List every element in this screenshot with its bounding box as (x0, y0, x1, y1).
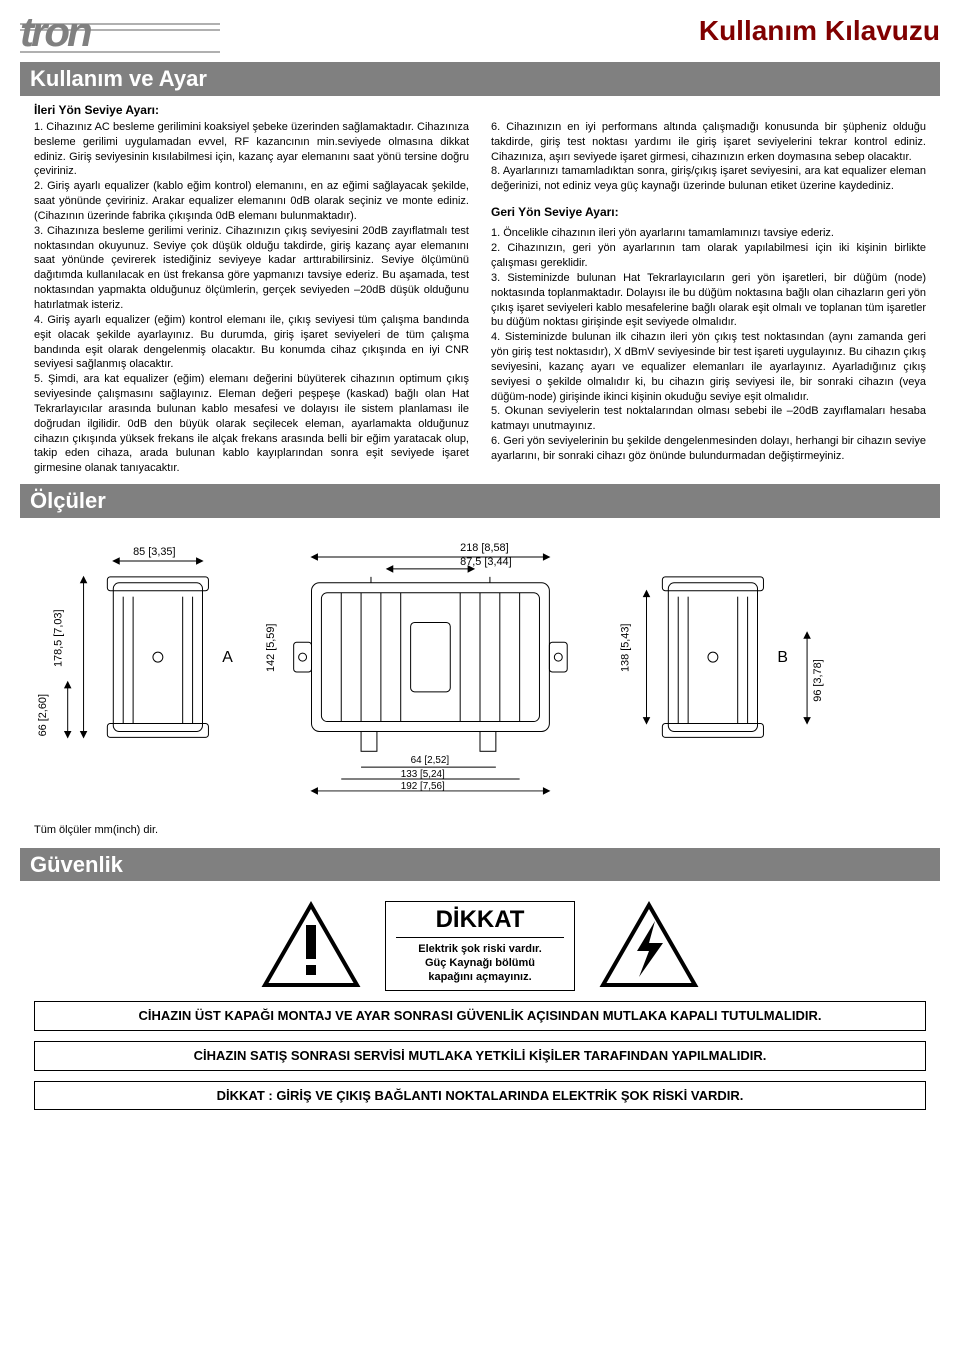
section-safety-title: Güvenlik (20, 848, 940, 882)
svg-text:tron: tron (20, 12, 91, 55)
usage-col-left: 1. Cihazınız AC besleme gerilimini koaks… (34, 120, 469, 476)
dim-1785: 178,5 [7,03] (53, 609, 65, 667)
banner-wrap: CİHAZIN ÜST KAPAĞI MONTAJ VE AYAR SONRAS… (20, 1001, 940, 1110)
dim-133: 133 [5,24] (401, 769, 445, 780)
dim-85: 85 [3,35] (133, 546, 175, 558)
label-B: B (777, 649, 788, 666)
logo: tron (20, 12, 220, 56)
dim-218: 218 [8,58] (460, 542, 508, 554)
document-title: Kullanım Kılavuzu (699, 12, 940, 50)
forward-body-2: 6. Cihazınızın en iyi performans altında… (491, 120, 926, 194)
dimensions-drawing: A 85 [3,35] 178,5 [7,03] 66 [2,60] (20, 524, 940, 819)
dim-66: 66 [2,60] (37, 694, 49, 736)
dim-192: 192 [7,56] (401, 781, 445, 792)
dim-142: 142 [5,59] (265, 623, 277, 671)
reverse-body: 1. Öncelikle cihazının ileri yön ayarlar… (491, 226, 926, 464)
safety-banner-2: CİHAZIN SATIŞ SONRASI SERVİSİ MUTLAKA YE… (34, 1041, 926, 1071)
page-header: tron Kullanım Kılavuzu (20, 12, 940, 56)
warning-exclaim-icon (261, 901, 361, 991)
dim-96: 96 [3,78] (812, 659, 824, 701)
section-dims-title: Ölçüler (20, 484, 940, 518)
dikkat-line2: Güç Kaynağı bölümü (396, 956, 564, 970)
dim-138: 138 [5,43] (620, 623, 632, 671)
section-usage-title: Kullanım ve Ayar (20, 62, 940, 96)
reverse-heading: Geri Yön Seviye Ayarı: (491, 204, 926, 220)
forward-heading: İleri Yön Seviye Ayarı: (34, 102, 940, 118)
safety-banner-1: CİHAZIN ÜST KAPAĞI MONTAJ VE AYAR SONRAS… (34, 1001, 926, 1031)
safety-area: DİKKAT Elektrik şok riski vardır. Güç Ka… (20, 887, 940, 1128)
safety-row: DİKKAT Elektrik şok riski vardır. Güç Ka… (20, 895, 940, 1001)
dimensions-svg: A 85 [3,35] 178,5 [7,03] 66 [2,60] (34, 532, 926, 812)
dims-note: Tüm ölçüler mm(inch) dir. (20, 819, 940, 848)
dikkat-box: DİKKAT Elektrik şok riski vardır. Güç Ka… (385, 901, 575, 991)
warning-shock-icon (599, 901, 699, 991)
dim-875: 87,5 [3,44] (460, 556, 511, 568)
dikkat-line3: kapağını açmayınız. (396, 970, 564, 984)
usage-col-right: 6. Cihazınızın en iyi performans altında… (491, 120, 926, 476)
label-A: A (222, 649, 233, 666)
usage-columns: 1. Cihazınız AC besleme gerilimini koaks… (20, 120, 940, 484)
dikkat-line1: Elektrik şok riski vardır. (396, 942, 564, 956)
forward-body-1: 1. Cihazınız AC besleme gerilimini koaks… (34, 120, 469, 476)
safety-banner-3: DİKKAT : GİRİŞ VE ÇIKIŞ BAĞLANTI NOKTALA… (34, 1081, 926, 1111)
dikkat-title: DİKKAT (396, 904, 564, 937)
dim-64: 64 [2,52] (411, 755, 450, 766)
logo-svg: tron (20, 12, 220, 56)
